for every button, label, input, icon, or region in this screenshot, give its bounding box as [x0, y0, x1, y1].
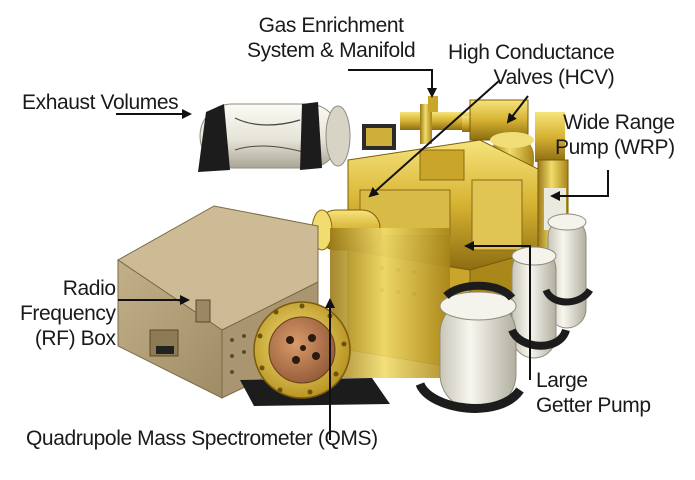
label-gas-enrichment-line-1: Gas Enrichment: [258, 14, 404, 37]
qms-flange: [253, 301, 351, 399]
label-getter-pump-line-2: Getter Pump: [536, 394, 651, 417]
arrow-getter-pump: [464, 241, 531, 380]
label-qms-line-1: Quadrupole Mass Spectrometer (QMS): [26, 427, 378, 450]
label-hcv-line-1: High Conductance: [448, 41, 615, 64]
label-wrp-line-1: Wide Range: [563, 111, 675, 134]
label-getter-pump-line-1: Large: [536, 369, 588, 392]
label-gas-enrichment-line-2: System & Manifold: [247, 39, 416, 62]
label-rf-box-line-2: Frequency: [20, 302, 116, 325]
arrow-hcv-2: [506, 95, 529, 124]
label-getter-pump: Large Getter Pump: [536, 368, 651, 418]
label-hcv-line-2: Valves (HCV): [493, 66, 615, 89]
exhaust-volume-tank: [198, 102, 351, 172]
label-wrp: Wide Range Pump (WRP): [555, 110, 675, 160]
arrow-hcv: [368, 79, 501, 198]
label-wrp-line-2: Pump (WRP): [555, 136, 675, 159]
label-rf-box-line-1: Radio: [62, 277, 116, 300]
label-rf-box: Radio Frequency (RF) Box: [20, 276, 116, 351]
label-qms: Quadrupole Mass Spectrometer (QMS): [26, 426, 378, 451]
hcv-valves: [469, 99, 565, 182]
arrow-wrp: [550, 170, 609, 201]
arrow-gas-enrichment: [348, 69, 437, 98]
getter-pump-tanks: [415, 213, 593, 413]
label-exhaust-volumes: Exhaust Volumes: [22, 90, 179, 115]
label-rf-box-line-3: (RF) Box: [34, 327, 116, 350]
label-gas-enrichment: Gas Enrichment System & Manifold: [247, 13, 416, 63]
leader-arrows: [116, 69, 609, 440]
brass-cylinder: [311, 209, 450, 378]
label-exhaust-volumes-line-1: Exhaust Volumes: [22, 91, 179, 114]
label-hcv: High Conductance Valves (HCV): [448, 40, 615, 90]
